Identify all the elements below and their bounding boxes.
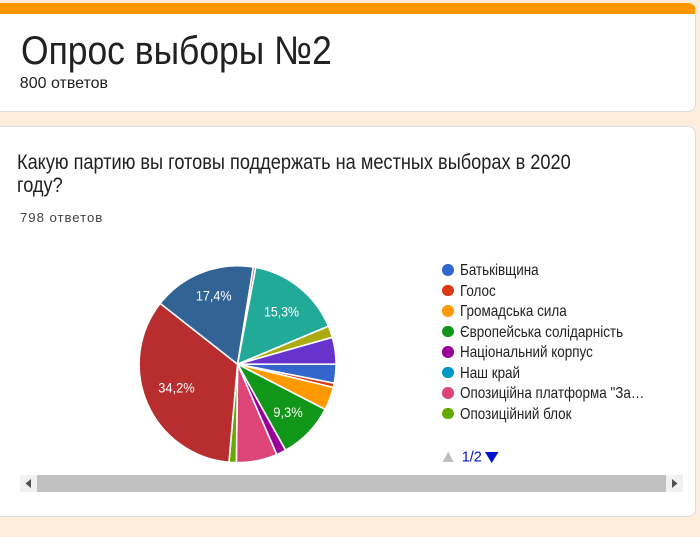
- svg-text:15,3%: 15,3%: [264, 304, 299, 319]
- svg-text:34,2%: 34,2%: [158, 381, 194, 396]
- svg-text:9,3%: 9,3%: [273, 405, 303, 420]
- svg-text:1/2: 1/2: [462, 450, 482, 464]
- svg-text:17,4%: 17,4%: [196, 289, 232, 304]
